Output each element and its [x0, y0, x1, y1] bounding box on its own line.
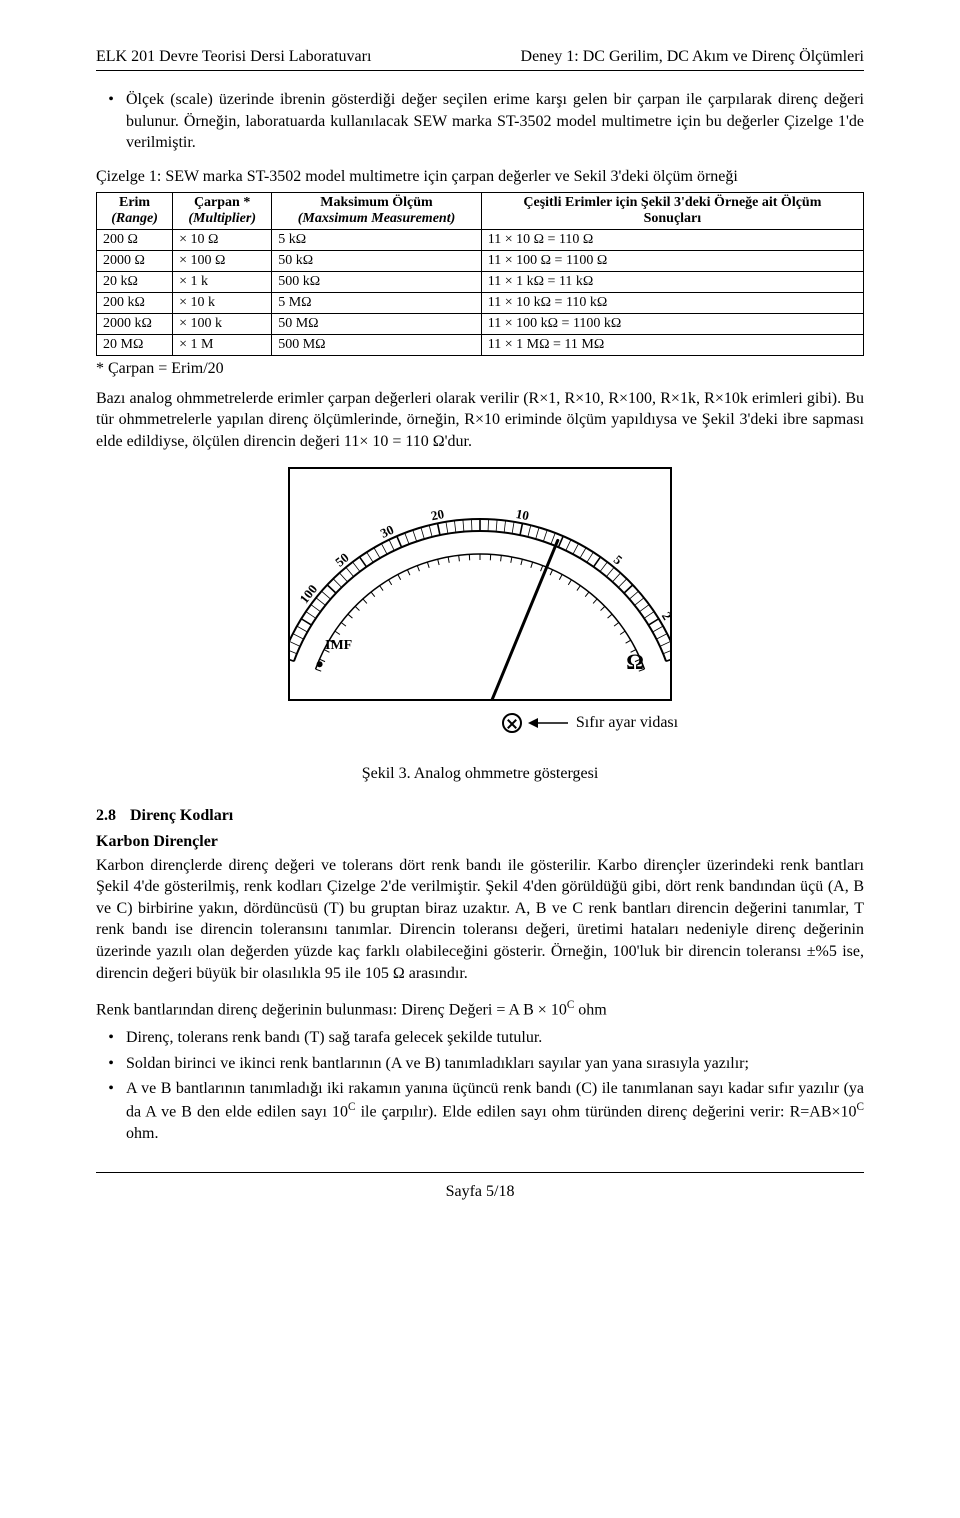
figure-caption: Şekil 3. Analog ohmmetre göstergesi: [362, 765, 599, 783]
table-cell: × 100 k: [173, 313, 272, 334]
table-cell: 20 kΩ: [97, 271, 173, 292]
bullet2-item-3: A ve B bantlarının tanımladığı iki rakam…: [126, 1078, 864, 1144]
karbon-para: Karbon dirençlerde direnç değeri ve tole…: [96, 855, 864, 985]
bullet2-item-1: Direnç, tolerans renk bandı (T) sağ tara…: [126, 1027, 542, 1049]
table-cell: 5 MΩ: [272, 292, 482, 313]
table-cell: 500 kΩ: [272, 271, 482, 292]
table-cell: 50 MΩ: [272, 313, 482, 334]
table-cell: × 10 k: [173, 292, 272, 313]
svg-text:100: 100: [296, 581, 320, 606]
bullet-icon: •: [96, 1027, 126, 1049]
col-result-header: Çeşitli Erimler için Şekil 3'deki Örneğe…: [481, 192, 863, 229]
col-max-header: Maksimum Ölçüm (Maxsimum Measurement): [272, 192, 482, 229]
page-header: ELK 201 Devre Teorisi Dersi Laboratuvarı…: [96, 48, 864, 71]
table-cell: × 1 k: [173, 271, 272, 292]
table-cell: 11 × 10 Ω = 110 Ω: [481, 229, 863, 250]
svg-text:20: 20: [430, 506, 446, 523]
table-row: 2000 kΩ× 100 k50 MΩ11 × 100 kΩ = 1100 kΩ: [97, 313, 864, 334]
table-cell: 5 kΩ: [272, 229, 482, 250]
header-left: ELK 201 Devre Teorisi Dersi Laboratuvarı: [96, 48, 371, 66]
bullet-icon: •: [96, 1053, 126, 1075]
table-cell: 2000 Ω: [97, 250, 173, 271]
table-cell: 11 × 100 kΩ = 1100 kΩ: [481, 313, 863, 334]
karbon-head: Karbon Dirençler: [96, 833, 864, 851]
table-cell: 200 kΩ: [97, 292, 173, 313]
table-cell: 20 MΩ: [97, 334, 173, 355]
bullet-icon: •: [96, 89, 126, 154]
col-range-header: Erim (Range): [97, 192, 173, 229]
table-cell: × 100 Ω: [173, 250, 272, 271]
table-cell: 2000 kΩ: [97, 313, 173, 334]
table-cell: 11 × 1 kΩ = 11 kΩ: [481, 271, 863, 292]
formula-line: Renk bantlarından direnç değerinin bulun…: [96, 998, 864, 1021]
para-after-table: Bazı analog ohmmetrelerde erimler çarpan…: [96, 388, 864, 453]
arrow-left-icon: [528, 716, 568, 730]
zero-adjust-label: Sıfır ayar vidası: [576, 714, 678, 732]
page-footer: Sayfa 5/18: [96, 1172, 864, 1201]
intro-bullet: • Ölçek (scale) üzerinde ibrenin gösterd…: [96, 89, 864, 154]
table-cell: × 10 Ω: [173, 229, 272, 250]
table-row: 20 kΩ× 1 k500 kΩ11 × 1 kΩ = 11 kΩ: [97, 271, 864, 292]
table-cell: 50 kΩ: [272, 250, 482, 271]
table-cell: × 1 M: [173, 334, 272, 355]
table-cell: 500 MΩ: [272, 334, 482, 355]
table-footnote: * Çarpan = Erim/20: [96, 360, 864, 378]
svg-text:10: 10: [515, 506, 531, 523]
table-cell: 11 × 1 MΩ = 11 MΩ: [481, 334, 863, 355]
table-cell: 11 × 10 kΩ = 110 kΩ: [481, 292, 863, 313]
table-cell: 11 × 100 Ω = 1100 Ω: [481, 250, 863, 271]
col-multiplier-header: Çarpan * (Multiplier): [173, 192, 272, 229]
section-2-8-head: 2.8Direnç Kodları: [96, 807, 864, 825]
svg-text:Ω: Ω: [626, 649, 644, 674]
table-row: 2000 Ω× 100 Ω50 kΩ11 × 100 Ω = 1100 Ω: [97, 250, 864, 271]
table-row: 200 kΩ× 10 k5 MΩ11 × 10 kΩ = 110 kΩ: [97, 292, 864, 313]
header-right: Deney 1: DC Gerilim, DC Akım ve Direnç Ö…: [521, 48, 864, 66]
ohmmeter-gauge: 50010050302010520IMFΩ: [288, 467, 672, 701]
bullet-icon: •: [96, 1078, 126, 1144]
table-row: 20 MΩ× 1 M500 MΩ11 × 1 MΩ = 11 MΩ: [97, 334, 864, 355]
table-cell: 200 Ω: [97, 229, 173, 250]
svg-text:IMF: IMF: [325, 638, 352, 653]
bullet-list-2: • Direnç, tolerans renk bandı (T) sağ ta…: [96, 1027, 864, 1144]
bullet2-item-2: Soldan birinci ve ikinci renk bantlarını…: [126, 1053, 749, 1075]
multiplier-table: Erim (Range) Çarpan * (Multiplier) Maksi…: [96, 192, 864, 356]
intro-text: Ölçek (scale) üzerinde ibrenin gösterdiğ…: [126, 89, 864, 154]
zero-adjust-screw-icon: [502, 713, 522, 733]
svg-text:50: 50: [332, 549, 352, 569]
figure-3: 50010050302010520IMFΩ Sıfır ayar vidası …: [96, 467, 864, 797]
zero-adjust-row: Sıfır ayar vidası: [502, 713, 678, 733]
table-caption: Çizelge 1: SEW marka ST-3502 model multi…: [96, 168, 864, 186]
table-row: 200 Ω× 10 Ω5 kΩ11 × 10 Ω = 110 Ω: [97, 229, 864, 250]
